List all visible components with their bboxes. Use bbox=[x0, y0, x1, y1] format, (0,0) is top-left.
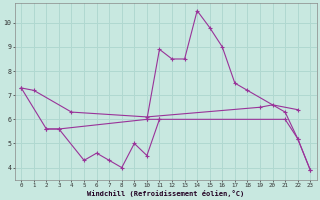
X-axis label: Windchill (Refroidissement éolien,°C): Windchill (Refroidissement éolien,°C) bbox=[87, 190, 244, 197]
